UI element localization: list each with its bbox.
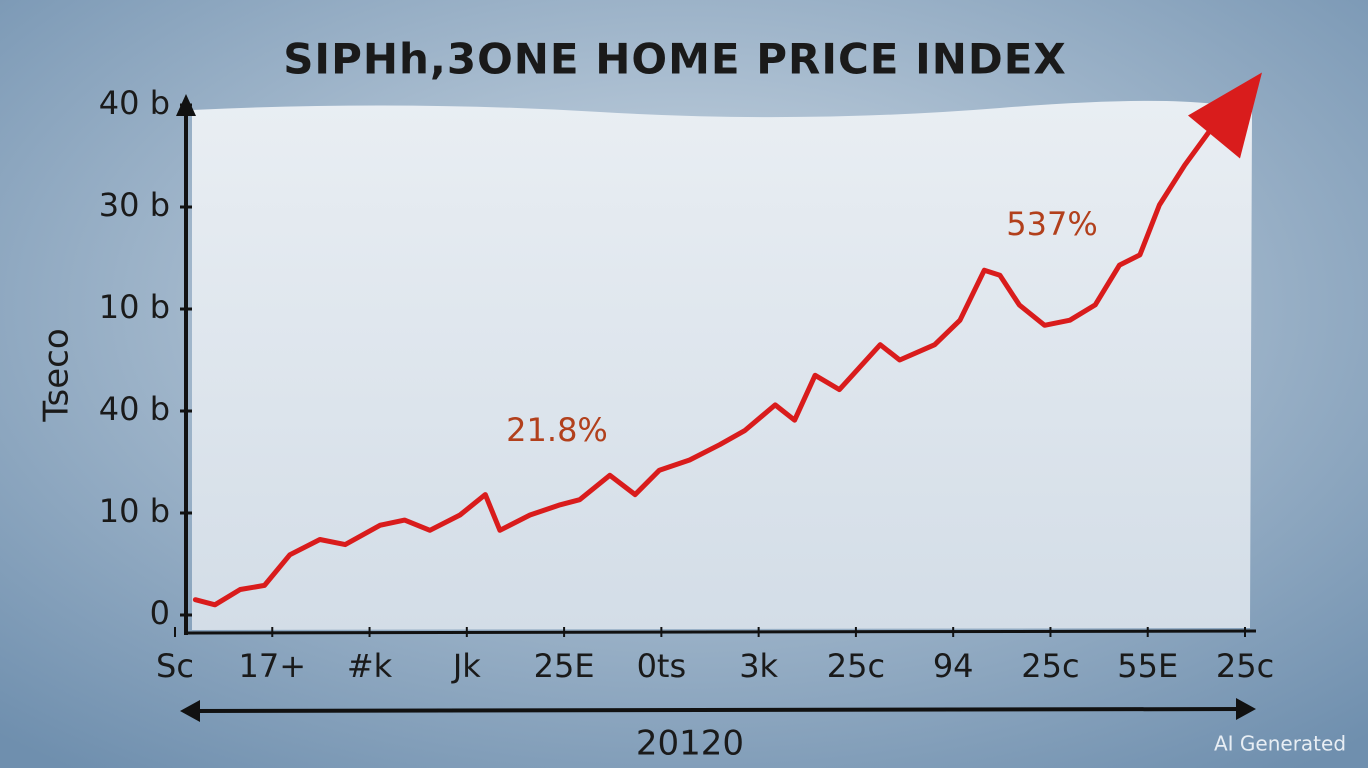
price-line: [192, 128, 1213, 608]
y-tick-label: 40 b: [99, 390, 170, 428]
chart-title: SIPHh,3ONE HOME PRICE INDEX: [283, 35, 1067, 84]
x-tick-label: 55E: [1117, 647, 1178, 685]
y-tick-label: 40 b: [99, 84, 170, 122]
x-tick-label: 94: [933, 647, 974, 685]
x-axis-label: 20120: [636, 724, 744, 764]
x-axis: [185, 629, 1257, 635]
x-tick-label: 0ts: [637, 647, 687, 685]
x-tick-label: 17+: [239, 647, 307, 685]
x-tick-label: 25c: [1021, 647, 1079, 685]
annotation: 537%: [1006, 205, 1097, 243]
plot-panel: [192, 100, 1252, 630]
watermark: AI Generated: [1214, 732, 1346, 756]
annotation: 21.8%: [506, 411, 608, 449]
y-tick-label: 30 b: [99, 186, 170, 224]
trend-arrowhead: [1187, 72, 1262, 159]
x-tick-label: 25c: [1216, 647, 1274, 685]
x-tick-label: #k: [347, 647, 393, 685]
x-tick-label: 25c: [827, 647, 885, 685]
x-tick-label: 3k: [739, 647, 778, 685]
y-tick-label: 10 b: [99, 492, 170, 530]
x-tick-label: 25E: [534, 647, 595, 685]
y-axis-label: Tseco: [37, 328, 77, 422]
y-tick-label: 0: [150, 594, 170, 632]
y-tick-label: 10 b: [99, 288, 170, 326]
x-tick-label: Sc: [156, 647, 194, 685]
x-range-arrow: [194, 707, 1243, 713]
plot-area: 0 10 b 40 b 10 b 30 b 40 b Sc 17+ #k Jk 25E 0ts 3k 25…: [99, 72, 1274, 685]
x-tick-label: Jk: [451, 647, 481, 685]
